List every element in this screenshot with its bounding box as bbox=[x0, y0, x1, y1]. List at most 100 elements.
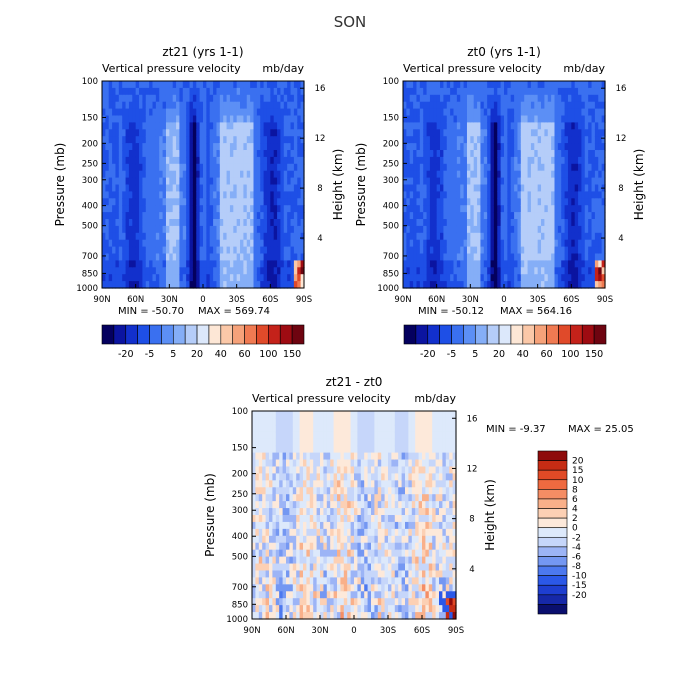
heatmap-cell bbox=[561, 232, 566, 241]
heatmap-cell bbox=[169, 101, 174, 110]
heatmap-cell bbox=[258, 535, 263, 544]
heatmap-cell bbox=[446, 101, 451, 110]
heatmap-cell bbox=[367, 480, 372, 488]
heatmap-cell bbox=[330, 570, 335, 578]
heatmap-cell bbox=[574, 212, 579, 220]
heatmap-cell bbox=[313, 487, 318, 495]
heatmap-cell bbox=[340, 563, 345, 572]
heatmap-cell bbox=[440, 184, 444, 192]
heatmap-cell bbox=[255, 584, 260, 592]
heatmap-cell bbox=[240, 212, 244, 220]
heatmap-cell bbox=[433, 115, 438, 123]
heatmap-cell bbox=[149, 274, 154, 282]
heatmap-cell bbox=[176, 225, 181, 234]
max-value: MAX = 564.16 bbox=[500, 306, 572, 317]
heatmap-cell bbox=[443, 274, 448, 282]
heatmap-cell bbox=[258, 452, 263, 461]
heatmap-cell bbox=[316, 473, 321, 481]
heatmap-cell bbox=[258, 424, 263, 433]
heatmap-cell bbox=[219, 170, 224, 179]
heatmap-cell bbox=[286, 466, 290, 474]
heatmap-cell bbox=[413, 108, 418, 117]
heatmap-cell bbox=[470, 170, 475, 179]
heatmap-cell bbox=[316, 577, 321, 585]
heatmap-cell bbox=[236, 246, 241, 255]
heatmap-cell bbox=[480, 212, 485, 220]
heatmap-cell bbox=[209, 108, 214, 117]
heatmap-cell bbox=[272, 508, 277, 516]
heatmap-cell bbox=[514, 253, 519, 261]
heatmap-cell bbox=[520, 81, 525, 89]
heatmap-cell bbox=[240, 115, 244, 123]
heatmap-cell bbox=[303, 570, 307, 578]
heatmap-cell bbox=[272, 431, 277, 440]
heatmap-cell bbox=[279, 417, 284, 426]
heatmap-cell bbox=[364, 417, 369, 426]
heatmap-cell bbox=[199, 94, 204, 103]
heatmap-cell bbox=[520, 136, 525, 144]
heatmap-cell bbox=[115, 94, 120, 103]
heatmap-cell bbox=[265, 459, 270, 468]
heatmap-cell bbox=[118, 136, 123, 144]
heatmap-cell bbox=[388, 431, 392, 440]
heatmap-cell bbox=[456, 163, 461, 172]
heatmap-cell bbox=[287, 232, 292, 241]
heatmap-cell bbox=[326, 424, 331, 433]
heatmap-cell bbox=[450, 108, 455, 117]
heatmap-cell bbox=[313, 515, 318, 523]
heatmap-cell bbox=[300, 122, 305, 130]
heatmap-cell bbox=[601, 225, 606, 234]
heatmap-cell bbox=[255, 598, 260, 606]
heatmap-cell bbox=[300, 81, 305, 89]
heatmap-cell bbox=[598, 205, 603, 213]
heatmap-cell bbox=[313, 542, 318, 551]
heatmap-cell bbox=[413, 246, 418, 255]
heatmap-cell bbox=[466, 143, 471, 151]
heatmap-cell bbox=[255, 605, 260, 613]
heatmap-cell bbox=[223, 177, 228, 186]
heatmap-cell bbox=[347, 487, 352, 495]
heatmap-cell bbox=[384, 459, 389, 468]
heatmap-cell bbox=[203, 108, 207, 117]
colorbar-box bbox=[522, 324, 536, 345]
heatmap-cell bbox=[152, 239, 157, 248]
heatmap-cell bbox=[588, 108, 593, 117]
heatmap-cell bbox=[282, 487, 287, 495]
heatmap-cell bbox=[265, 577, 270, 585]
heatmap-cell bbox=[252, 528, 256, 537]
heatmap-cell bbox=[289, 515, 294, 523]
heatmap-cell bbox=[128, 136, 133, 144]
heatmap-cell bbox=[463, 198, 468, 206]
heatmap-cell bbox=[297, 246, 302, 255]
heatmap-cell bbox=[206, 177, 211, 186]
heatmap-cell bbox=[255, 591, 260, 599]
heatmap-cell bbox=[527, 198, 532, 206]
heatmap-cell bbox=[598, 170, 603, 179]
heatmap-cell bbox=[186, 198, 191, 206]
heatmap-cell bbox=[246, 156, 251, 165]
heatmap-cell bbox=[303, 424, 307, 433]
heatmap-cell bbox=[270, 246, 275, 255]
heatmap-cell bbox=[306, 487, 311, 495]
heatmap-cell bbox=[534, 129, 539, 137]
heatmap-cell bbox=[280, 246, 285, 255]
heatmap-cell bbox=[125, 225, 130, 234]
colorbar-box bbox=[510, 324, 524, 345]
heatmap-cell bbox=[229, 87, 234, 96]
heatmap-cell bbox=[527, 101, 532, 110]
heatmap-cell bbox=[466, 101, 471, 110]
heatmap-cell bbox=[280, 281, 285, 289]
heatmap-cell bbox=[388, 598, 392, 606]
heatmap-cell bbox=[384, 480, 389, 488]
heatmap-cell bbox=[527, 170, 532, 179]
heatmap-cell bbox=[524, 219, 529, 227]
heatmap-cell bbox=[477, 239, 482, 248]
heatmap-cell bbox=[483, 260, 488, 268]
heatmap-cell bbox=[357, 487, 362, 495]
heatmap-cell bbox=[450, 225, 455, 234]
heatmap-cell bbox=[135, 246, 140, 255]
heatmap-cell bbox=[236, 281, 241, 289]
heatmap-cell bbox=[320, 612, 324, 620]
heatmap-cell bbox=[463, 122, 468, 130]
